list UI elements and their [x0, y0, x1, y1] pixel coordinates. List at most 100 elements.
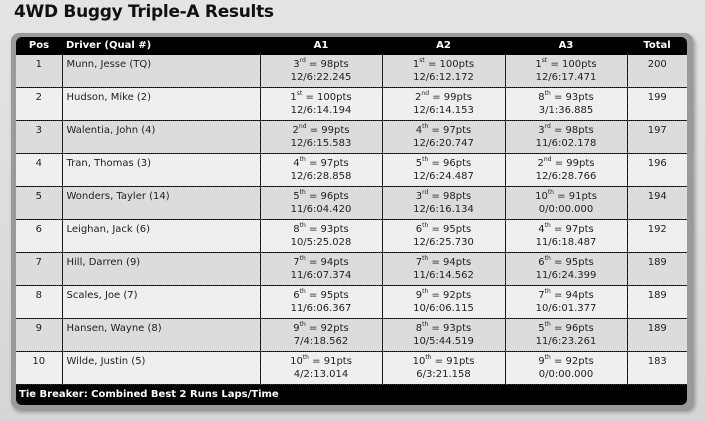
col-a1: A1: [313, 40, 329, 51]
rank-suffix: st: [541, 57, 548, 64]
points: 96pts: [565, 323, 594, 334]
laps-time: 12/6:12.172: [413, 72, 474, 83]
col-pos: Pos: [28, 40, 50, 51]
a2-cell: 5th = 96pts 12/6:24.487: [381, 153, 505, 187]
driver-cell: Walentia, John (4): [61, 120, 260, 154]
rank: 6: [293, 290, 300, 301]
points: 98pts: [565, 125, 594, 136]
rank: 3: [538, 125, 545, 136]
rank-suffix: th: [544, 288, 551, 295]
header-row: Pos Driver (Qual #) A1 A2 A3 Total: [16, 37, 687, 55]
results-panel: Pos Driver (Qual #) A1 A2 A3 Total 1 Munn…: [11, 33, 693, 409]
rank: 7: [415, 257, 423, 268]
laps-time: 10/6:01.377: [535, 303, 597, 314]
points: 92pts: [565, 356, 594, 367]
a1-cell: 2nd = 99pts 12/6:15.583: [259, 120, 382, 154]
points: 95pts: [565, 257, 594, 268]
total-cell: 194: [626, 186, 687, 220]
rank-suffix: th: [544, 255, 551, 262]
driver-cell: Hansen, Wayne (8): [61, 318, 260, 352]
rank: 7: [538, 290, 545, 301]
laps-time: 0/0:00.000: [538, 369, 594, 380]
laps-time: 12/6:15.583: [290, 138, 352, 149]
driver-cell: Leighan, Jack (6): [61, 219, 260, 253]
laps-time: 12/6:14.194: [290, 105, 352, 116]
page-title: 4WD Buggy Triple-A Results: [14, 2, 274, 22]
points: 91pts: [446, 356, 475, 367]
rank: 4: [415, 125, 423, 136]
pos-cell: 8: [16, 285, 62, 319]
a1-cell: 9th = 92pts 7/4:18.562: [259, 318, 382, 352]
laps-time: 12/6:28.766: [535, 171, 597, 182]
rank-suffix: nd: [298, 123, 307, 130]
a3-cell: 7th = 94pts 10/6:01.377: [504, 285, 627, 319]
col-total: Total: [643, 40, 671, 51]
rank-suffix: th: [299, 255, 306, 262]
rank: 5: [415, 158, 423, 169]
rank-suffix: th: [422, 156, 429, 163]
laps-time: 12/6:20.747: [413, 138, 474, 149]
rank: 9: [293, 323, 300, 334]
pos-cell: 2: [16, 87, 62, 121]
a2-cell: 10th = 91pts 6/3:21.158: [381, 351, 505, 385]
laps-time: 11/6:24.399: [535, 270, 597, 281]
total-cell: 196: [626, 153, 687, 187]
points: 93pts: [443, 323, 472, 334]
rank: 6: [415, 224, 423, 235]
rank-suffix: th: [299, 189, 306, 196]
a3-cell: 2nd = 99pts 12/6:28.766: [504, 153, 627, 187]
rank: 3: [293, 59, 300, 70]
rank: 10: [535, 191, 548, 202]
points: 100pts: [317, 92, 352, 103]
a3-cell: 4th = 97pts 11/6:18.487: [504, 219, 627, 253]
table-row: 7 Hill, Darren (9) 7th = 94pts 11/6:07.374 7…: [16, 252, 687, 286]
points: 94pts: [565, 290, 594, 301]
pos-cell: 6: [16, 219, 62, 253]
laps-time: 11/6:18.487: [535, 237, 597, 248]
rank-suffix: th: [544, 354, 551, 361]
rank: 1: [412, 59, 420, 70]
laps-time: 11/6:14.562: [413, 270, 474, 281]
rank: 9: [538, 356, 545, 367]
points: 99pts: [443, 92, 472, 103]
points: 93pts: [565, 92, 594, 103]
laps-time: 10/5:25.028: [290, 237, 352, 248]
laps-time: 10/6:06.115: [413, 303, 474, 314]
points: 92pts: [320, 323, 349, 334]
points: 91pts: [568, 191, 597, 202]
rank: 9: [415, 290, 423, 301]
a3-cell: 1st = 100pts 12/6:17.471: [504, 55, 627, 88]
driver-cell: Hudson, Mike (2): [61, 87, 260, 121]
results-table: Pos Driver (Qual #) A1 A2 A3 Total 1 Munn…: [16, 37, 687, 385]
laps-time: 11/6:07.374: [290, 270, 352, 281]
laps-time: 0/0:00.000: [538, 204, 594, 215]
table-row: 8 Scales, Joe (7) 6th = 95pts 11/6:06.367 9t…: [16, 285, 687, 319]
a1-cell: 1st = 100pts 12/6:14.194: [259, 87, 382, 121]
points: 91pts: [323, 356, 352, 367]
table-row: 5 Wonders, Tayler (14) 5th = 96pts 11/6:04.…: [16, 186, 687, 220]
rank-suffix: rd: [422, 189, 429, 196]
laps-time: 12/6:16.134: [413, 204, 474, 215]
pos-cell: 1: [16, 55, 62, 88]
a3-cell: 5th = 96pts 11/6:23.261: [504, 318, 627, 352]
pos-cell: 4: [16, 153, 62, 187]
points: 95pts: [320, 290, 349, 301]
points: 93pts: [320, 224, 349, 235]
total-cell: 199: [626, 87, 687, 121]
points: 99pts: [321, 125, 350, 136]
points: 100pts: [439, 59, 475, 70]
a2-cell: 1st = 100pts 12/6:12.172: [381, 55, 505, 88]
total-cell: 189: [626, 318, 687, 352]
pos-cell: 3: [16, 120, 62, 154]
table-row: 1 Munn, Jesse (TQ) 3rd = 98pts 12/6:22.245 1…: [16, 55, 687, 88]
table-row: 6 Leighan, Jack (6) 8th = 93pts 10/5:25.028…: [16, 219, 687, 253]
col-driver: Driver (Qual #): [66, 40, 152, 51]
laps-time: 12/6:22.245: [290, 72, 352, 83]
a3-cell: 3rd = 98pts 11/6:02.178: [504, 120, 627, 154]
rank-suffix: th: [422, 222, 429, 229]
points: 92pts: [443, 290, 472, 301]
a2-cell: 2nd = 99pts 12/6:14.153: [381, 87, 505, 121]
driver-cell: Hill, Darren (9): [61, 252, 260, 286]
rank: 2: [415, 92, 422, 103]
laps-time: 4/2:13.014: [293, 369, 349, 380]
